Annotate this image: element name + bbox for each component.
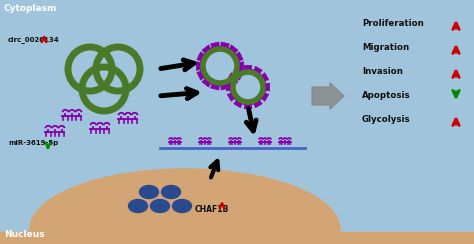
Text: circ_0026134: circ_0026134: [8, 36, 60, 43]
Ellipse shape: [173, 200, 191, 213]
Polygon shape: [244, 104, 252, 109]
Polygon shape: [236, 52, 243, 61]
Ellipse shape: [151, 200, 170, 213]
Polygon shape: [202, 45, 211, 53]
Bar: [0, 232, 474, 244]
Text: Glycolysis: Glycolysis: [362, 115, 410, 124]
Polygon shape: [244, 65, 252, 70]
Polygon shape: [234, 66, 242, 74]
Polygon shape: [202, 79, 211, 87]
Polygon shape: [227, 83, 231, 91]
Text: Migration: Migration: [362, 43, 409, 52]
Polygon shape: [221, 42, 229, 49]
Polygon shape: [234, 100, 242, 108]
Polygon shape: [228, 93, 235, 101]
Polygon shape: [228, 73, 235, 81]
Polygon shape: [229, 45, 238, 53]
Text: miR-3619-5p: miR-3619-5p: [8, 140, 58, 146]
Text: Cytoplasm: Cytoplasm: [4, 4, 57, 13]
Text: Invasion: Invasion: [362, 68, 403, 77]
Polygon shape: [210, 42, 219, 49]
Ellipse shape: [30, 169, 340, 244]
Polygon shape: [239, 62, 244, 70]
Polygon shape: [261, 73, 269, 81]
Polygon shape: [210, 83, 219, 90]
Text: Apoptosis: Apoptosis: [362, 92, 410, 101]
Polygon shape: [221, 83, 229, 90]
Text: Nucleus: Nucleus: [4, 230, 45, 239]
Text: Proliferation: Proliferation: [362, 20, 424, 29]
Polygon shape: [229, 79, 238, 87]
Polygon shape: [197, 71, 205, 80]
Ellipse shape: [162, 185, 181, 199]
Polygon shape: [254, 66, 262, 74]
Polygon shape: [261, 93, 269, 101]
Polygon shape: [196, 62, 201, 70]
Text: CHAF1B: CHAF1B: [195, 205, 229, 214]
Ellipse shape: [128, 200, 147, 213]
FancyArrow shape: [312, 83, 344, 109]
Polygon shape: [236, 71, 243, 80]
Polygon shape: [254, 100, 262, 108]
Polygon shape: [197, 52, 205, 61]
Polygon shape: [264, 83, 270, 91]
Ellipse shape: [139, 185, 158, 199]
